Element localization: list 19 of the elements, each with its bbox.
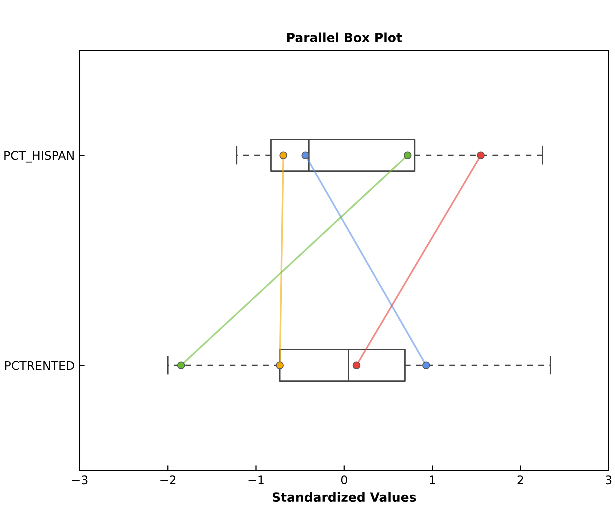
x-tick-label: 0 bbox=[341, 476, 348, 485]
point bbox=[302, 152, 310, 160]
point bbox=[280, 152, 288, 160]
y-tick-label: PCT_HISPAN bbox=[4, 151, 74, 163]
x-axis-title: Standardized Values bbox=[272, 492, 416, 502]
x-tick-label: −3 bbox=[72, 476, 88, 485]
point bbox=[276, 362, 284, 370]
point bbox=[352, 362, 361, 370]
point bbox=[422, 362, 430, 370]
x-tick-label: −1 bbox=[248, 476, 264, 484]
y-tick-label: PCTRENTED bbox=[5, 361, 74, 370]
x-tick-label: 2 bbox=[518, 476, 524, 484]
x-tick-label: 1 bbox=[430, 476, 436, 484]
point bbox=[177, 362, 186, 370]
point bbox=[404, 152, 412, 160]
point bbox=[477, 152, 485, 160]
chart-title: Parallel Box Plot bbox=[288, 32, 402, 42]
x-tick-label: 3 bbox=[606, 476, 612, 485]
x-tick-label: −2 bbox=[160, 476, 176, 484]
